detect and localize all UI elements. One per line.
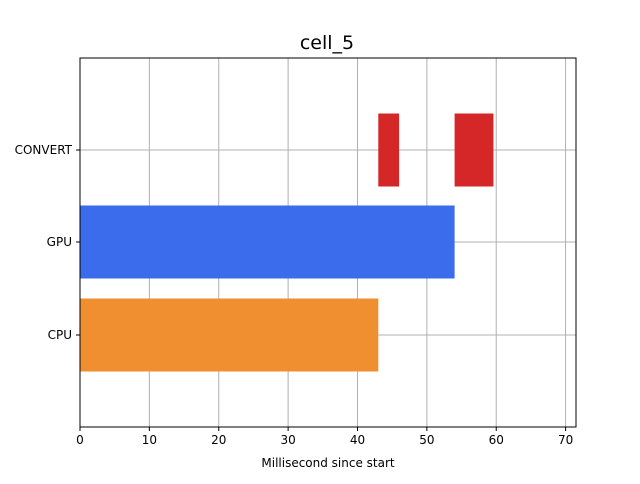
bars-layer [80,113,494,372]
x-tick-label: 60 [489,433,504,447]
x-tick-label: 70 [558,433,573,447]
x-tick-label: 10 [142,433,157,447]
x-tick-label: 30 [280,433,295,447]
bar-convert [454,113,494,187]
y-tick-label: GPU [47,235,72,249]
bar-convert [378,113,400,187]
y-tick-label: CONVERT [15,143,73,157]
y-tick-label: CPU [48,328,72,342]
ticks-layer: 0 10 20 30 40 50 60 70 CPU GPU CONVERT [15,143,574,447]
x-tick-label: 50 [419,433,434,447]
x-axis-label: Millisecond since start [261,456,395,470]
bar-gpu [80,205,455,279]
x-tick-label: 20 [211,433,226,447]
bar-cpu [80,298,379,372]
chart-title: cell_5 [300,32,354,54]
x-tick-label: 40 [350,433,365,447]
x-tick-label: 0 [76,433,84,447]
